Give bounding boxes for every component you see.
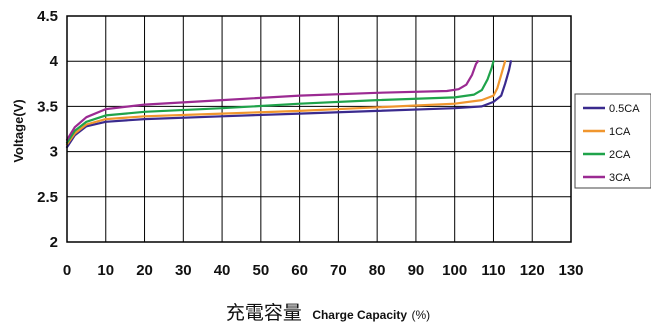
x-tick-label: 130 — [558, 262, 583, 279]
x-tick-label: 40 — [214, 262, 231, 279]
x-tick-label: 110 — [481, 262, 505, 279]
legend-label: 2CA — [609, 149, 631, 161]
tick-labels: 0 10 20 30 40 50 60 70 80 90 100 110 120 130 2 2.5 3 3.5 4… — [37, 8, 583, 279]
x-tick-label: 20 — [136, 262, 153, 279]
x-tick-label: 30 — [175, 262, 192, 279]
series-line-3ca — [65, 60, 480, 141]
y-tick-label: 3 — [50, 144, 58, 161]
y-tick-label: 3.5 — [37, 98, 58, 115]
y-axis-label: Voltage(V) — [11, 99, 26, 162]
x-axis-label: 充電容量 Charge Capacity (%) — [226, 302, 430, 324]
legend: 0.5CA 1CA 2CA 3CA — [574, 93, 651, 189]
series-line-0.5ca — [65, 60, 512, 149]
x-tick-label: 50 — [253, 262, 270, 279]
x-tick-label: 60 — [291, 262, 308, 279]
x-axis-label-cjk: 充電容量 — [226, 302, 302, 324]
legend-label: 1CA — [609, 126, 631, 138]
legend-label: 3CA — [609, 172, 631, 184]
y-tick-label: 2.5 — [37, 189, 58, 206]
x-tick-label: 70 — [330, 262, 347, 279]
x-axis-label-text: Charge Capacity — [312, 308, 407, 322]
legend-label: 0.5CA — [609, 103, 640, 115]
y-tick-label: 2 — [50, 234, 58, 251]
x-tick-label: 120 — [520, 262, 545, 279]
plot-frame — [66, 15, 572, 243]
series-line-2ca — [65, 60, 495, 144]
series-line-1ca — [65, 60, 507, 146]
series-lines — [65, 60, 512, 149]
x-tick-label: 90 — [408, 262, 425, 279]
grid — [67, 16, 571, 242]
y-tick-label: 4.5 — [37, 8, 58, 25]
x-tick-label: 0 — [63, 262, 71, 279]
legend-box — [574, 93, 651, 189]
y-tick-label: 4 — [50, 53, 59, 70]
x-tick-label: 10 — [97, 262, 114, 279]
x-tick-label: 100 — [442, 262, 467, 279]
x-tick-label: 80 — [369, 262, 386, 279]
x-axis-label-unit: (%) — [411, 308, 430, 322]
